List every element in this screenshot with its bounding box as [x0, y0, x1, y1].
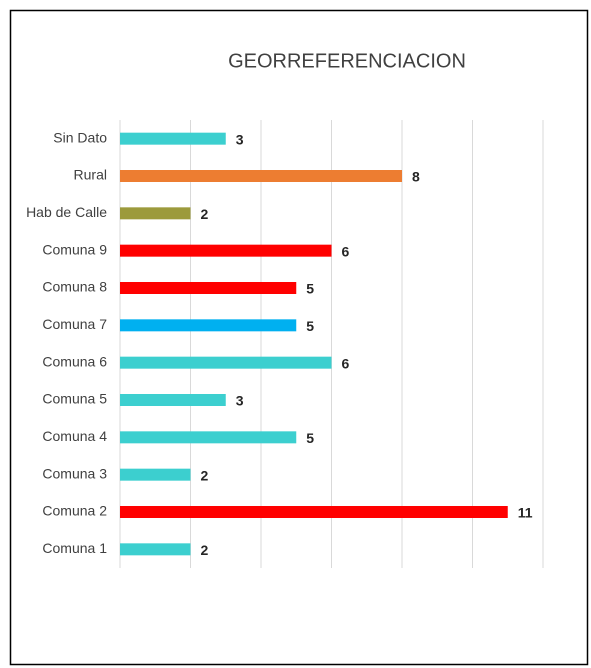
y-tick-label: Comuna 8	[42, 279, 107, 295]
bar	[120, 244, 332, 257]
data-label: 2	[201, 467, 209, 483]
y-tick-label: Hab de Calle	[26, 204, 107, 220]
bar	[120, 282, 297, 294]
data-label: 6	[342, 355, 350, 371]
bar	[120, 356, 332, 369]
y-tick-label: Comuna 7	[42, 316, 107, 332]
bar	[120, 170, 402, 182]
bar	[120, 506, 508, 518]
bar	[120, 394, 226, 406]
data-label: 5	[306, 430, 314, 446]
bar	[120, 431, 297, 444]
y-tick-label: Sin Dato	[53, 129, 107, 145]
chart-title: GEORREFERENCIACION	[228, 50, 466, 72]
chart-frame	[9, 9, 589, 666]
bar	[120, 543, 191, 556]
y-tick-label: Comuna 2	[42, 503, 107, 519]
data-label: 3	[236, 131, 244, 147]
data-label: 8	[412, 169, 420, 185]
bar	[120, 468, 191, 481]
data-label: 3	[236, 393, 244, 409]
data-label: 11	[518, 505, 533, 521]
y-tick-label: Rural	[74, 167, 107, 183]
bar	[120, 319, 297, 332]
y-tick-label: Comuna 6	[42, 353, 107, 369]
data-label: 5	[306, 318, 314, 334]
y-tick-label: Comuna 5	[42, 391, 107, 407]
data-label: 5	[306, 281, 314, 297]
y-tick-label: Comuna 4	[42, 428, 107, 444]
y-tick-label: Comuna 3	[42, 465, 107, 481]
data-label: 2	[201, 542, 209, 558]
y-tick-label: Comuna 9	[42, 241, 107, 257]
y-tick-label: Comuna 1	[42, 540, 107, 556]
bar	[120, 132, 226, 145]
data-label: 2	[201, 206, 209, 222]
bar	[120, 207, 191, 220]
data-label: 6	[342, 243, 350, 259]
